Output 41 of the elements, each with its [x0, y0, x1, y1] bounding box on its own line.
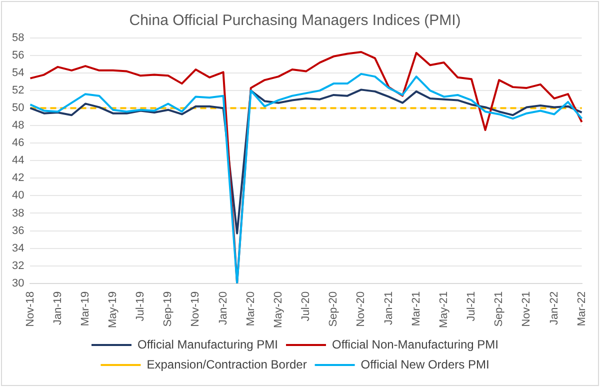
y-tick-label: 34 [12, 242, 24, 254]
x-tick-label: Nov-20 [355, 291, 368, 327]
x-tick-label: Jan-22 [548, 291, 560, 325]
x-tick-label: May-20 [272, 291, 284, 328]
legend-label: Official Non-Manufacturing PMI [332, 337, 499, 352]
x-tick-label: Mar-21 [410, 291, 422, 326]
x-tick-label: Jan-20 [217, 291, 230, 325]
x-tick-label: Mar-19 [79, 291, 92, 326]
legend-label: Official New Orders PMI [360, 357, 490, 372]
y-tick-label: 52 [12, 84, 24, 97]
y-tick-label: 58 [12, 32, 24, 44]
x-tick-label: Mar-22 [576, 291, 588, 326]
x-tick-label: Jan-19 [52, 291, 64, 325]
y-tick-label: 32 [12, 260, 24, 272]
x-tick-label: Jul-19 [134, 291, 147, 322]
x-tick-label: Nov-19 [190, 291, 202, 327]
x-tick-label: Nov-18 [24, 291, 36, 327]
y-tick-label: 54 [12, 67, 24, 80]
y-tick-label: 44 [12, 154, 24, 167]
y-tick-label: 36 [12, 224, 24, 237]
legend-label: Expansion/Contraction Border [146, 357, 307, 372]
x-tick-label: Jul-20 [300, 291, 312, 322]
x-tick-label: May-21 [438, 291, 450, 328]
y-tick-label: 46 [12, 137, 24, 150]
x-tick-label: Nov-21 [520, 291, 533, 327]
x-tick-label: Sep-20 [328, 291, 340, 327]
y-tick-label: 38 [12, 207, 24, 220]
legend-label: Official Manufacturing PMI [137, 337, 278, 352]
x-tick-label: May-19 [107, 291, 119, 328]
x-tick-label: Jan-21 [382, 291, 395, 325]
y-tick-label: 42 [12, 172, 24, 184]
y-tick-label: 40 [12, 190, 24, 202]
y-tick-label: 30 [12, 277, 24, 290]
x-tick-label: Mar-20 [244, 291, 257, 326]
x-tick-label: Sep-21 [493, 291, 506, 327]
chart-title: China Official Purchasing Managers Indices (PMI) [129, 12, 461, 30]
y-tick-label: 48 [12, 120, 24, 132]
x-tick-label: Jul-21 [466, 291, 478, 322]
y-tick-label: 50 [12, 102, 24, 114]
y-tick-label: 56 [12, 50, 24, 62]
x-tick-label: Sep-19 [162, 291, 174, 327]
